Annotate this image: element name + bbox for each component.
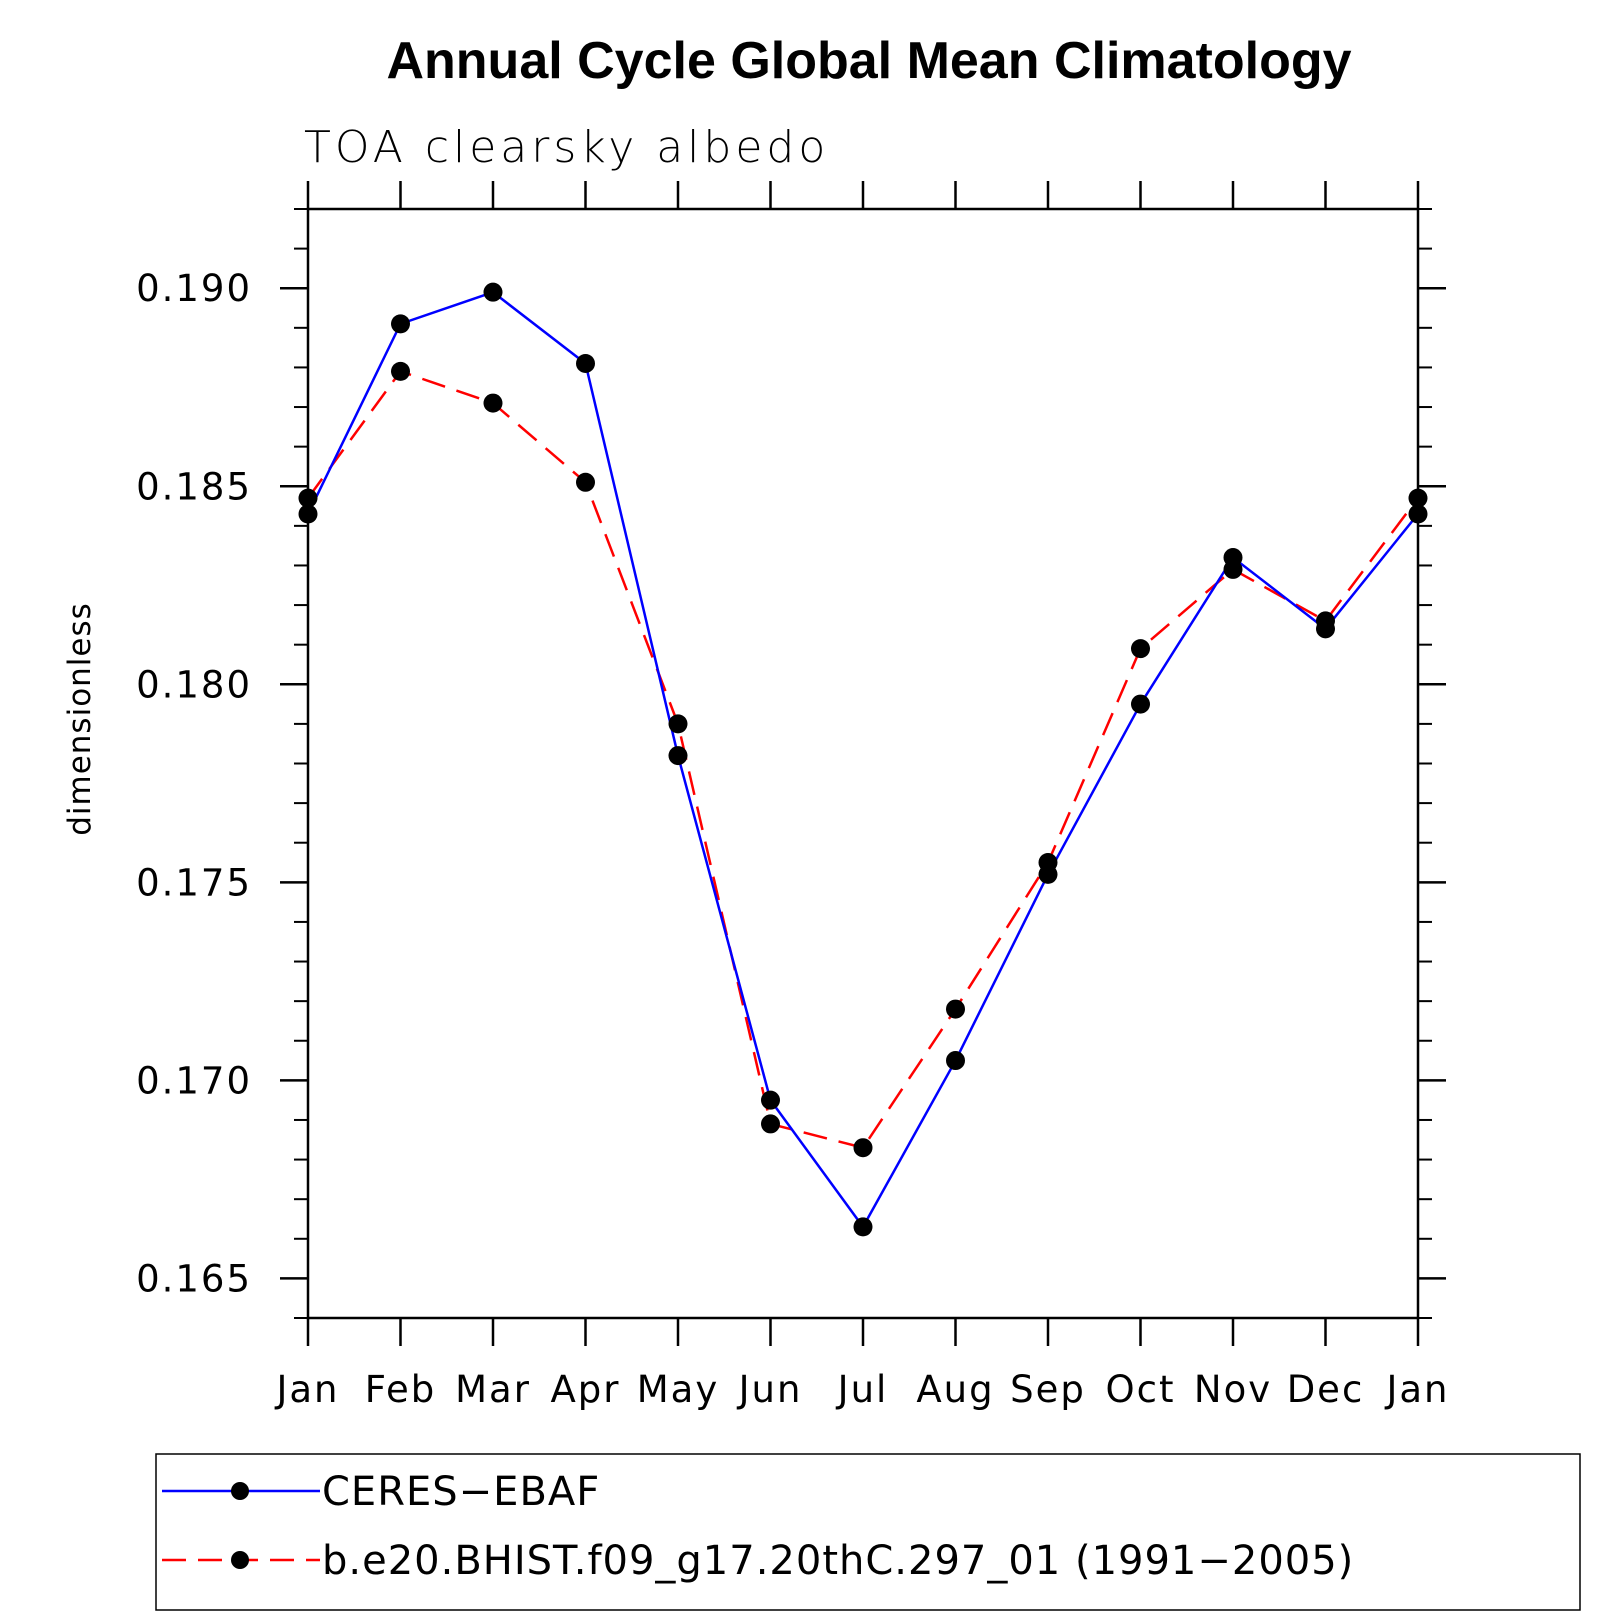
data-point-series-0 — [668, 746, 688, 766]
y-tick-label: 0.175 — [136, 861, 252, 904]
x-tick-label: Sep — [1010, 1368, 1086, 1411]
x-tick-label: May — [637, 1368, 720, 1411]
data-point-series-1 — [946, 999, 965, 1019]
x-tick-label: Jan — [1384, 1368, 1449, 1411]
data-point-series-1 — [1038, 853, 1058, 873]
chart-subtitle: TOA clearsky albedo — [304, 122, 829, 173]
legend-label-ceres: CERES−EBAF — [322, 1469, 600, 1515]
x-tick-label: Feb — [365, 1368, 437, 1411]
x-tick-label: Oct — [1106, 1368, 1176, 1411]
y-tick-label: 0.190 — [136, 267, 252, 310]
data-markers — [298, 282, 1428, 1237]
x-tick-label: Mar — [455, 1368, 531, 1411]
x-tick-label: Jan — [274, 1368, 339, 1411]
data-point-series-0 — [483, 282, 503, 302]
legend-marker-model — [231, 1551, 249, 1569]
data-point-series-1 — [391, 361, 410, 381]
data-point-series-1 — [668, 714, 688, 734]
data-point-series-0 — [1131, 694, 1150, 714]
data-point-series-1 — [576, 472, 595, 492]
x-tick-label: Aug — [916, 1368, 994, 1411]
data-point-series-0 — [853, 1217, 873, 1237]
series-line-0 — [306, 290, 1419, 1230]
data-point-series-0 — [761, 1090, 780, 1110]
legend: CERES−EBAF b.e20.BHIST.f09_g17.20thC.297… — [155, 1453, 1581, 1611]
x-tick-label: Jun — [737, 1368, 803, 1411]
data-point-series-0 — [1408, 504, 1428, 524]
y-tick-label: 0.180 — [136, 663, 252, 706]
data-point-series-1 — [1223, 559, 1243, 579]
y-tick-label: 0.165 — [136, 1257, 252, 1300]
data-point-series-1 — [761, 1114, 780, 1134]
x-tick-label: Nov — [1194, 1368, 1272, 1411]
chart-title: Annual Cycle Global Mean Climatology — [386, 32, 1351, 90]
series-line-1 — [306, 369, 1419, 1150]
data-point-series-0 — [391, 314, 410, 334]
series-lines — [306, 290, 1419, 1230]
y-tick-label: 0.170 — [136, 1059, 252, 1102]
data-point-series-1 — [298, 488, 318, 508]
data-point-series-1 — [1131, 639, 1150, 659]
x-tick-label: Jul — [836, 1368, 889, 1411]
data-point-series-1 — [853, 1138, 873, 1158]
data-point-series-1 — [1316, 611, 1335, 631]
legend-box — [155, 1453, 1581, 1611]
data-point-series-0 — [576, 353, 595, 373]
x-tick-label: Apr — [550, 1368, 620, 1411]
legend-marker-ceres — [231, 1482, 249, 1500]
data-point-series-0 — [946, 1051, 965, 1071]
x-tick-label: Dec — [1287, 1368, 1365, 1411]
y-axis-label: dimensionless — [62, 602, 98, 836]
data-point-series-1 — [483, 393, 503, 413]
legend-label-model: b.e20.BHIST.f09_g17.20thC.297_01 (1991−2… — [322, 1538, 1354, 1584]
data-point-series-1 — [1408, 488, 1428, 508]
y-tick-label: 0.185 — [136, 465, 252, 508]
data-point-series-0 — [298, 504, 318, 524]
axes: Jan Feb Mar Apr May Jun Jul Aug Sep Oct Nov Dec Jan 0… — [136, 181, 1449, 1411]
